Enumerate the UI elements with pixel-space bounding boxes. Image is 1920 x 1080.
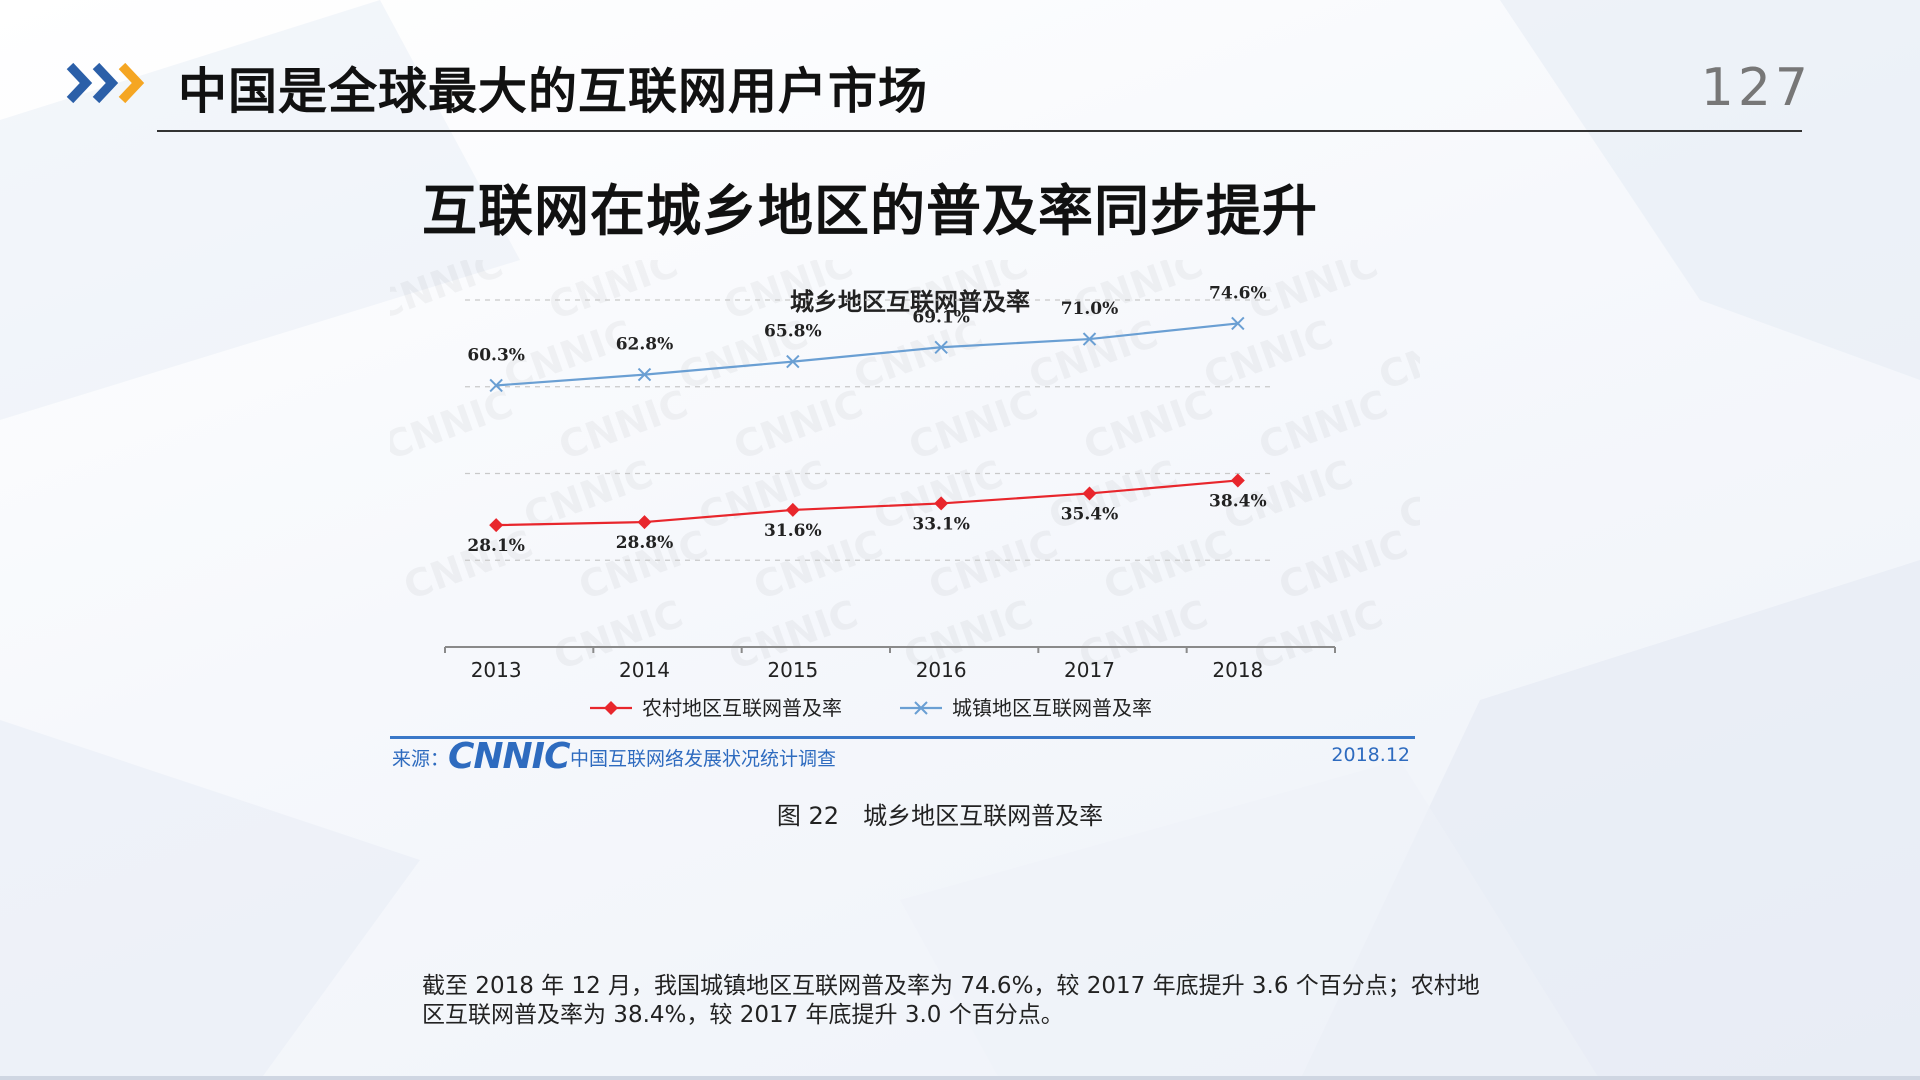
legend-label: 农村地区互联网普及率 [642,696,842,720]
chart-watermark: CNNICCNNICCNNICCNNICCNNICCNNICCNNICCNNIC… [390,260,1420,678]
marker-stroke [637,367,652,382]
footnote-line-1: 截至 2018 年 12 月，我国城镇地区互联网普及率为 74.6%，较 201… [422,973,1480,999]
source-survey: 中国互联网络发展状况统计调查 [570,748,837,770]
figure-caption-text: 图 22 城乡地区互联网普及率 [776,802,1104,830]
slide-heading: 互联网在城乡地区的普及率同步提升 [422,179,1319,243]
source-date: 2018.12 [1331,744,1410,766]
watermark-text: CNNIC [1098,521,1239,608]
watermark-text: CNNIC [553,381,694,468]
series-line [496,322,1238,387]
footnote: 截至 2018 年 12 月，我国城镇地区互联网普及率为 74.6%，较 201… [422,972,1522,1030]
legend-marker [914,701,928,715]
chevron-arrows-icon [66,62,145,104]
data-point-urban [637,367,652,382]
line-chart: CNNICCNNICCNNICCNNICCNNICCNNICCNNICCNNIC… [390,260,1420,780]
source-strip: 来源： CNNIC 中国互联网络发展状况统计调查 2018.12 [390,736,1420,777]
data-label: 65.8% [764,322,822,342]
data-point-rural [637,515,652,530]
watermark-text: CNNIC [1373,311,1420,398]
watermark-text: CNNIC [1418,260,1420,328]
data-label: 31.6% [764,521,822,541]
source-prefix: 来源： [392,748,450,770]
chart-gridlines [465,299,1275,561]
watermark-text: CNNIC [728,381,869,468]
data-point-urban [1231,316,1245,331]
watermark-text: CNNIC [390,260,509,328]
x-axis: 2013 2014 2015 2016 2017 2018 [444,646,1336,682]
data-label: 28.8% [616,533,674,553]
data-label: 33.1% [912,514,970,534]
watermark-text: CNNIC [1253,381,1394,468]
data-point-rural [489,518,504,533]
chart-series: 28.1% 28.8% 31.6% 33.1% 35.4% 38.4% 60.3% 62.8%… [467,283,1266,556]
watermark-text: CNNIC [390,381,519,468]
bottom-strip [0,1076,1920,1080]
data-label: 69.1% [912,307,970,327]
marker-stroke [1231,316,1245,331]
legend-label: 城镇地区互联网普及率 [952,696,1152,720]
x-tick-label: 2018 [1212,658,1263,682]
marker-stroke [934,340,948,354]
watermark-text: CNNIC [1078,381,1219,468]
page-number: 127 [1700,58,1812,118]
data-point-rural [934,496,949,511]
x-tick-label: 2015 [767,658,818,682]
data-label: 35.4% [1061,504,1119,524]
legend-marker [604,701,618,715]
x-tick-label: 2017 [1064,658,1115,682]
watermark-text: CNNIC [398,521,539,608]
watermark-text: CNNIC [518,451,659,538]
x-tick-label: 2016 [916,658,967,682]
footnote-line-2: 区互联网普及率为 38.4%，较 2017 年底提升 3.0 个百分点。 [422,1002,1064,1028]
chart-title: 城乡地区互联网普及率 [790,288,1030,316]
data-label: 28.1% [467,536,525,556]
chart-legend: 农村地区互联网普及率 城镇地区互联网普及率 [590,696,1152,720]
x-tick-label: 2013 [471,658,522,682]
watermark-text: CNNIC [903,381,1044,468]
data-point-rural [1082,486,1097,501]
marker-stroke [914,701,928,715]
data-point-urban [934,340,948,354]
marker-stroke [489,378,503,393]
data-point-urban [1082,332,1097,346]
data-point-urban [489,378,503,393]
data-point-urban [786,354,800,369]
figure-caption: 图 22 城乡地区互联网普及率 [0,796,1920,831]
data-label: 62.8% [616,335,674,355]
series-line [496,479,1238,527]
data-point-rural [1230,473,1245,488]
cnnic-logo: CNNIC [448,736,570,777]
data-label: 38.4% [1209,491,1267,511]
header-divider [157,130,1802,132]
header-title: 中国是全球最大的互联网用户市场 [178,63,929,120]
data-label: 60.3% [467,345,525,365]
data-label: 74.6% [1209,283,1267,303]
watermark-text: CNNIC [1273,521,1414,608]
source-divider [390,736,1415,739]
watermark-text: CNNIC [1248,591,1389,678]
marker-stroke [786,354,800,369]
x-tick-label: 2014 [619,658,670,682]
marker-stroke [1082,332,1097,346]
watermark-text: CNNIC [923,521,1064,608]
chart-svg: CNNICCNNICCNNICCNNICCNNICCNNICCNNICCNNIC… [390,260,1420,720]
data-point-rural [785,502,800,517]
data-label: 71.0% [1061,299,1119,319]
